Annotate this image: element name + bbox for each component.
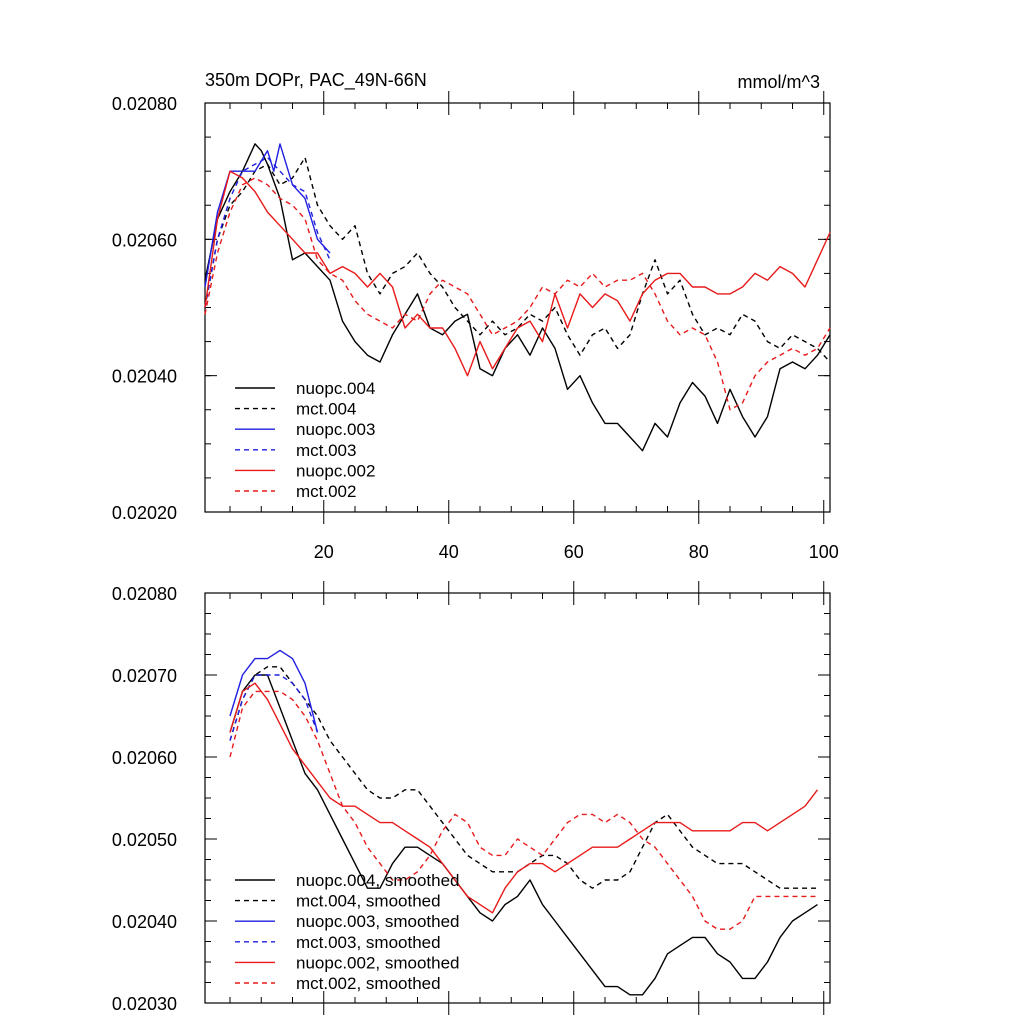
y-tick-label: 0.02060 (112, 748, 177, 768)
legend-label: mct.003 (296, 441, 356, 460)
legend-label: nuopc.004 (296, 379, 375, 398)
chart-panel-1: 350m DOPr, PAC_49N-66N mmol/m^3 20 40 60 80 10… (112, 70, 839, 562)
legend-label: nuopc.003 (296, 420, 375, 439)
series-line-nuopc-004 (204, 143, 831, 452)
y-tick-label: 0.02040 (112, 367, 177, 387)
x-tick-label: 40 (439, 542, 459, 562)
y-tick-label: 0.02070 (112, 666, 177, 686)
x-tick-label: 80 (689, 542, 709, 562)
legend-label: mct.004, smoothed (296, 892, 441, 911)
y-tick-label: 0.02050 (112, 830, 177, 850)
series-line-nuopc-003-smoothed (229, 649, 319, 733)
legend-label: nuopc.003, smoothed (296, 912, 460, 931)
y-tick-label: 0.02030 (112, 994, 177, 1014)
series-line-nuopc-002-smoothed (229, 682, 819, 914)
series-line-mct-003 (204, 156, 331, 308)
legend-label: mct.002, smoothed (296, 974, 441, 993)
x-tick-label: 100 (809, 542, 839, 562)
legend-label: mct.003, smoothed (296, 933, 441, 952)
chart-panel-2: 0.02030 0.02040 0.02050 0.02060 0.02070 0.020… (112, 581, 831, 1015)
series-line-nuopc-002 (204, 170, 831, 377)
series-line-nuopc-004-smoothed (229, 674, 818, 996)
legend-label: mct.004 (296, 400, 356, 419)
legend-label: nuopc.004, smoothed (296, 871, 460, 890)
chart-title: 350m DOPr, PAC_49N-66N (205, 70, 427, 91)
y-tick-label: 0.02080 (112, 94, 177, 114)
legend-label: nuopc.002, smoothed (296, 953, 460, 972)
series-line-mct-004 (204, 156, 831, 363)
series-line-mct-003-smoothed (229, 674, 319, 741)
legend-label: nuopc.002 (296, 461, 375, 480)
legend-label: mct.002 (296, 482, 356, 501)
y-tick-label: 0.02040 (112, 912, 177, 932)
y-tick-label: 0.02020 (112, 503, 177, 523)
y-tick-label: 0.02080 (112, 584, 177, 604)
x-tick-label: 60 (564, 542, 584, 562)
x-tick-label: 20 (314, 542, 334, 562)
series-line-mct-002 (204, 177, 831, 411)
series-line-mct-002-smoothed (229, 690, 818, 930)
y-tick-label: 0.02060 (112, 230, 177, 250)
units-label: mmol/m^3 (738, 72, 820, 92)
series-line-mct-004-smoothed (229, 666, 818, 889)
